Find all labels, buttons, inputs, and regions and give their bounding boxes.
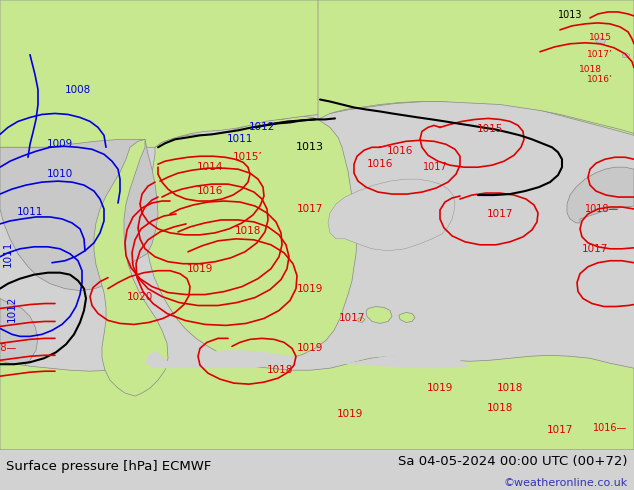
Text: 1019: 1019 [427,383,453,393]
Text: 1017’: 1017’ [587,50,613,59]
Text: 1017: 1017 [547,425,573,435]
Text: ©weatheronline.co.uk: ©weatheronline.co.uk [503,478,628,488]
Polygon shape [0,139,158,291]
Text: 1015’: 1015’ [233,152,263,162]
Polygon shape [0,0,634,147]
Text: 1019: 1019 [297,284,323,294]
Polygon shape [366,307,392,323]
Text: 1015: 1015 [588,33,612,42]
Text: 1016: 1016 [387,147,413,156]
Text: 1018—: 1018— [0,343,17,353]
Text: 1013: 1013 [558,10,582,20]
Polygon shape [318,0,634,133]
Text: 1015: 1015 [477,124,503,134]
Polygon shape [94,139,168,396]
Text: 1018: 1018 [267,365,293,375]
Polygon shape [358,318,365,322]
Text: 1018: 1018 [578,65,602,74]
Text: Sa 04-05-2024 00:00 UTC (00+72): Sa 04-05-2024 00:00 UTC (00+72) [398,455,628,467]
Text: 1013: 1013 [296,142,324,152]
Text: 1018—: 1018— [585,204,619,214]
Polygon shape [622,53,630,58]
Text: 1017: 1017 [423,162,448,172]
Polygon shape [328,179,455,251]
Text: 1020: 1020 [127,292,153,301]
Polygon shape [145,350,470,368]
Polygon shape [567,167,634,223]
Polygon shape [595,38,606,45]
Text: 1018: 1018 [497,383,523,393]
Text: 1017: 1017 [582,244,608,254]
Text: 1019: 1019 [337,409,363,419]
Text: 1019: 1019 [187,264,213,274]
Text: 1016’: 1016’ [587,75,613,84]
Text: Surface pressure [hPa] ECMWF: Surface pressure [hPa] ECMWF [6,460,212,473]
Text: 1019: 1019 [297,343,323,353]
Polygon shape [0,298,38,374]
Text: 1011: 1011 [3,241,13,267]
Text: 1014: 1014 [197,162,223,172]
Text: 1016: 1016 [197,186,223,196]
Text: 1016: 1016 [367,159,393,169]
Text: 1018: 1018 [487,403,513,413]
Text: 1011: 1011 [17,207,43,217]
Text: 1016—: 1016— [593,423,627,433]
Polygon shape [144,117,357,362]
Text: 1018: 1018 [235,226,261,236]
Text: 1011: 1011 [227,134,253,145]
Text: 1017: 1017 [339,314,365,323]
Text: 1017: 1017 [487,209,513,219]
Polygon shape [0,355,634,450]
Text: 1009: 1009 [47,139,73,149]
Text: 1012: 1012 [7,295,17,322]
Text: 1017: 1017 [297,204,323,214]
Text: 1008: 1008 [65,85,91,95]
Polygon shape [399,313,415,322]
Text: 1012: 1012 [249,122,275,132]
Text: 1010: 1010 [47,169,73,179]
